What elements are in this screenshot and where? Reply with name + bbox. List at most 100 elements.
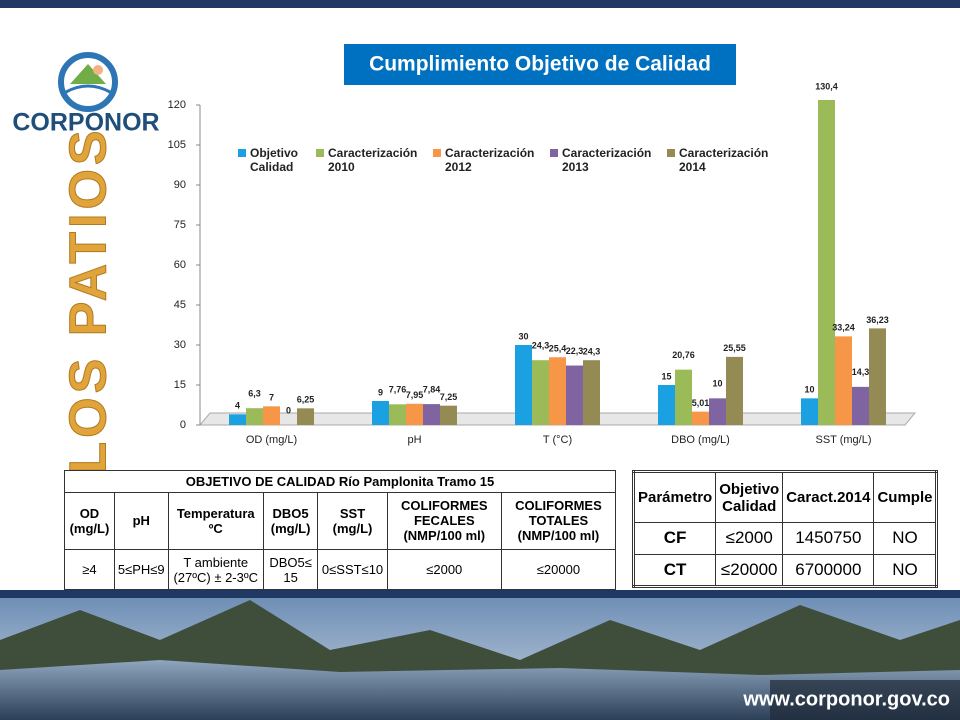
- legend: Objetivo Calidad Caracterización 2010 Cara…: [238, 146, 780, 174]
- table-cell: 6700000: [782, 553, 875, 588]
- legend-item: Caracterización 2013: [550, 146, 663, 174]
- top-band: [0, 0, 960, 8]
- header-cell: Objetivo Calidad: [715, 470, 784, 524]
- bar: [229, 414, 246, 425]
- value-label: 0: [286, 405, 291, 415]
- bar: [532, 360, 549, 425]
- value-label: 22,3: [566, 346, 584, 356]
- table-cell: ≥4: [64, 549, 115, 590]
- legend-item: Caracterización 2014: [667, 146, 780, 174]
- legend-item: Caracterización 2012: [433, 146, 546, 174]
- location-title: LOS PATIOS: [60, 126, 118, 473]
- table-cell: DBO5≤ 15: [262, 549, 319, 590]
- y-tick-label: 45: [174, 299, 186, 311]
- table-cell: 0≤SST≤10: [317, 549, 388, 590]
- bar: [263, 406, 280, 425]
- quality-table: OBJETIVO DE CALIDAD Río Pamplonita Tramo…: [64, 470, 617, 590]
- x-tick-label: T (°C): [543, 434, 572, 446]
- value-label: 7,76: [389, 385, 407, 395]
- table-cell: CT: [632, 553, 717, 588]
- y-tick-label: 0: [180, 419, 186, 431]
- table-cell: ≤20000: [715, 553, 784, 588]
- bar: [709, 398, 726, 425]
- y-tick-label: 30: [174, 339, 186, 351]
- header-cell: COLIFORMES TOTALES (NMP/100 ml): [500, 491, 617, 551]
- header-cell: Cumple: [873, 470, 938, 524]
- compliance-table: Parámetro Objetivo Calidad Caract.2014 Cump…: [632, 470, 939, 588]
- bar: [549, 357, 566, 425]
- value-label: 24,3: [583, 347, 601, 357]
- plot-area: [229, 100, 886, 426]
- value-label: 9: [378, 387, 383, 397]
- legend-swatch: [316, 149, 324, 157]
- value-label: 7: [269, 393, 274, 403]
- bar: [297, 408, 314, 425]
- y-tick-label: 105: [168, 139, 186, 151]
- bar: [515, 345, 532, 425]
- bar: [566, 365, 583, 425]
- table-row: CF ≤2000 1450750 NO: [632, 522, 938, 555]
- bar: [372, 401, 389, 425]
- legend-label: Caracterización 2010: [328, 146, 418, 174]
- legend-label: Objetivo Calidad: [250, 146, 299, 174]
- table-cell: T ambiente (27ºC) ± 2-3ºC: [167, 549, 264, 590]
- legend-swatch: [550, 149, 558, 157]
- y-tick-label: 60: [174, 259, 186, 271]
- value-label: 5,01: [692, 398, 710, 408]
- header-cell: COLIFORMES FECALES (NMP/100 ml): [386, 491, 502, 551]
- y-tick-label: 120: [168, 99, 186, 111]
- bar: [726, 356, 743, 425]
- legend-label: Caracterización 2013: [562, 146, 652, 174]
- value-label: 30: [518, 331, 528, 341]
- x-tick-label: SST (mg/L): [815, 434, 871, 446]
- table-header-row: OD (mg/L) pH Temperatura ºC DBO5 (mg/L) SST …: [64, 491, 617, 551]
- y-tick-label: 75: [174, 219, 186, 231]
- legend-swatch: [238, 149, 246, 157]
- legend-item: Caracterización 2010: [316, 146, 429, 174]
- value-label: 25,4: [549, 344, 567, 354]
- bar: [818, 100, 835, 426]
- bar: [692, 411, 709, 425]
- bar: [583, 360, 600, 425]
- table-cell: CF: [632, 522, 717, 555]
- header-cell: SST (mg/L): [317, 491, 388, 551]
- header-cell: OD (mg/L): [64, 491, 115, 551]
- header-cell: Caract.2014: [782, 470, 875, 524]
- table-cell: 5≤PH≤9: [113, 549, 169, 590]
- table-cell: ≤2000: [715, 522, 784, 555]
- bar: [423, 404, 440, 425]
- y-tick-label: 90: [174, 179, 186, 191]
- chart-title: Cumplimiento Objetivo de Calidad: [369, 53, 711, 76]
- footer-url: www.corponor.gov.co: [742, 688, 950, 710]
- legend-swatch: [433, 149, 441, 157]
- title-box: [344, 44, 736, 85]
- bar: [869, 328, 886, 425]
- value-label: 130,4: [815, 81, 838, 91]
- value-label: 7,25: [440, 392, 458, 402]
- legend-swatch: [667, 149, 675, 157]
- logo: [58, 52, 118, 112]
- value-label: 4: [235, 401, 240, 411]
- table-cell: ≤20000: [500, 549, 617, 590]
- table-cell: NO: [873, 553, 938, 588]
- bar: [675, 369, 692, 425]
- table-row: ≥4 5≤PH≤9 T ambiente (27ºC) ± 2-3ºC DBO5≤ 1…: [64, 549, 617, 590]
- y-tick-label: 15: [174, 379, 186, 391]
- value-label: 6,3: [248, 389, 261, 399]
- landscape-lake: [0, 660, 960, 720]
- bar: [389, 404, 406, 425]
- header-cell: pH: [113, 491, 169, 551]
- table-cell: 1450750: [782, 522, 875, 555]
- table-header-row: Parámetro Objetivo Calidad Caract.2014 Cump…: [632, 470, 938, 524]
- bar: [801, 398, 818, 425]
- value-label: 7,84: [423, 384, 441, 394]
- bar: [658, 385, 675, 425]
- value-label: 24,3: [532, 341, 550, 351]
- x-tick-label: OD (mg/L): [246, 434, 297, 446]
- table-title: OBJETIVO DE CALIDAD Río Pamplonita Tramo…: [64, 470, 616, 493]
- bar: [835, 336, 852, 425]
- table-row: CT ≤20000 6700000 NO: [632, 553, 938, 588]
- legend-label: Caracterización 2014: [679, 146, 769, 174]
